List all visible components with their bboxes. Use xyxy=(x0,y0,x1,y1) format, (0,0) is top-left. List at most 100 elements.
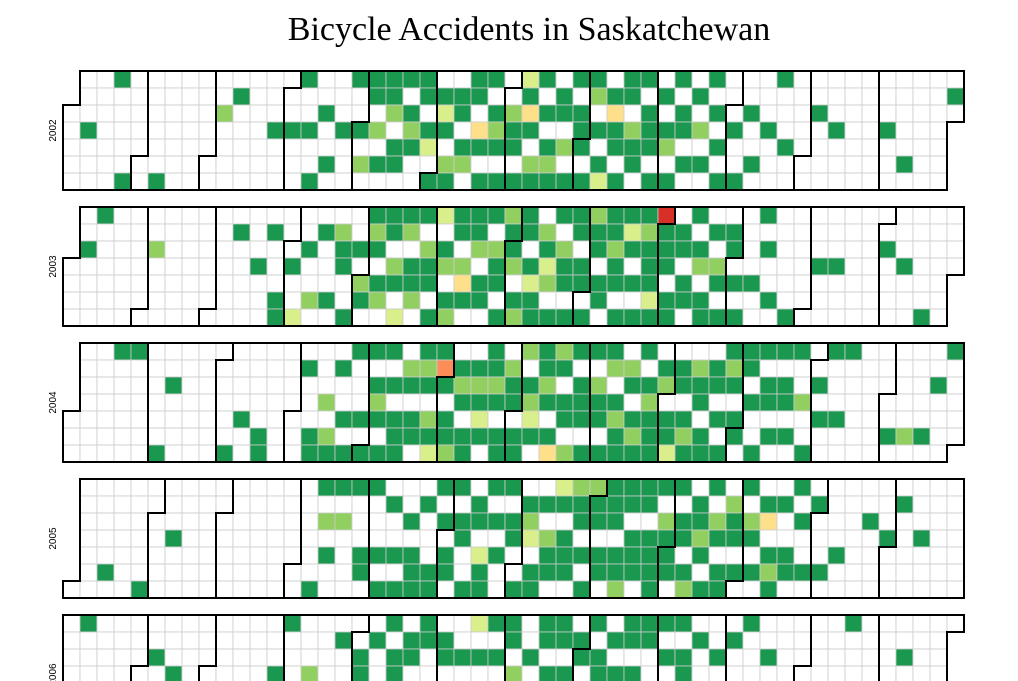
day-cell xyxy=(334,546,353,565)
day-cell xyxy=(878,257,897,276)
day-cell xyxy=(946,546,965,565)
day-cell xyxy=(742,70,761,89)
day-cell xyxy=(759,359,778,378)
day-cell xyxy=(385,223,404,242)
day-cell xyxy=(164,274,183,293)
day-cell xyxy=(266,495,285,514)
day-cell xyxy=(589,614,608,633)
day-cell xyxy=(623,121,642,140)
day-cell xyxy=(929,648,948,667)
day-cell xyxy=(640,478,659,497)
day-cell xyxy=(538,631,557,650)
day-cell xyxy=(436,359,455,378)
day-cell xyxy=(419,563,438,582)
day-cell xyxy=(742,121,761,140)
day-cell xyxy=(453,648,472,667)
day-cell xyxy=(623,665,642,681)
day-cell xyxy=(674,206,693,225)
day-cell xyxy=(470,631,489,650)
day-cell xyxy=(895,478,914,497)
day-cell xyxy=(164,614,183,633)
day-cell xyxy=(895,206,914,225)
day-cell xyxy=(912,223,931,242)
day-cell xyxy=(334,257,353,276)
day-cell xyxy=(419,546,438,565)
day-cell xyxy=(113,87,132,106)
day-cell xyxy=(538,172,557,191)
day-cell xyxy=(198,206,217,225)
day-cell xyxy=(810,665,829,681)
day-cell xyxy=(640,631,659,650)
day-cell xyxy=(96,512,115,531)
day-cell xyxy=(181,580,200,599)
day-cell xyxy=(929,529,948,548)
day-cell xyxy=(130,427,149,446)
day-cell xyxy=(606,546,625,565)
day-cell xyxy=(929,512,948,531)
day-cell xyxy=(164,308,183,327)
day-cell xyxy=(708,546,727,565)
day-cell xyxy=(623,155,642,174)
day-cell xyxy=(181,393,200,412)
day-cell xyxy=(929,495,948,514)
day-cell xyxy=(470,138,489,157)
day-cell xyxy=(164,563,183,582)
day-cell xyxy=(623,70,642,89)
day-cell xyxy=(810,427,829,446)
day-cell xyxy=(368,155,387,174)
day-cell xyxy=(725,172,744,191)
day-cell xyxy=(725,393,744,412)
day-cell xyxy=(742,138,761,157)
day-cell xyxy=(776,359,795,378)
day-cell xyxy=(589,478,608,497)
day-cell xyxy=(215,393,234,412)
day-cell xyxy=(113,495,132,514)
day-cell xyxy=(351,512,370,531)
day-cell xyxy=(895,495,914,514)
day-cell xyxy=(895,614,914,633)
day-cell xyxy=(861,70,880,89)
day-cell xyxy=(776,427,795,446)
day-cell xyxy=(691,444,710,463)
day-cell xyxy=(402,155,421,174)
day-cell xyxy=(181,359,200,378)
day-cell xyxy=(113,257,132,276)
day-cell xyxy=(827,563,846,582)
day-cell xyxy=(521,104,540,123)
day-cell xyxy=(368,427,387,446)
day-cell xyxy=(606,631,625,650)
day-cell xyxy=(164,155,183,174)
day-cell xyxy=(725,495,744,514)
day-cell xyxy=(810,240,829,259)
day-cell xyxy=(555,291,574,310)
day-cell xyxy=(147,546,166,565)
day-cell xyxy=(793,444,812,463)
day-cell xyxy=(351,648,370,667)
day-cell xyxy=(912,648,931,667)
day-cell xyxy=(232,274,251,293)
day-cell xyxy=(895,631,914,650)
day-cell xyxy=(912,342,931,361)
day-cell xyxy=(844,614,863,633)
day-cell xyxy=(402,665,421,681)
day-cell xyxy=(691,308,710,327)
day-cell xyxy=(708,563,727,582)
day-cell xyxy=(895,308,914,327)
day-cell xyxy=(436,410,455,429)
day-cell xyxy=(96,70,115,89)
day-cell xyxy=(691,478,710,497)
day-cell xyxy=(419,444,438,463)
day-cell xyxy=(385,155,404,174)
day-cell xyxy=(929,291,948,310)
day-cell xyxy=(657,291,676,310)
day-cell xyxy=(776,665,795,681)
day-cell xyxy=(317,376,336,395)
day-cell xyxy=(827,257,846,276)
day-cell xyxy=(147,410,166,429)
day-cell xyxy=(691,648,710,667)
day-cell xyxy=(419,631,438,650)
day-cell xyxy=(708,274,727,293)
day-cell xyxy=(861,495,880,514)
day-cell xyxy=(844,342,863,361)
day-cell xyxy=(368,376,387,395)
